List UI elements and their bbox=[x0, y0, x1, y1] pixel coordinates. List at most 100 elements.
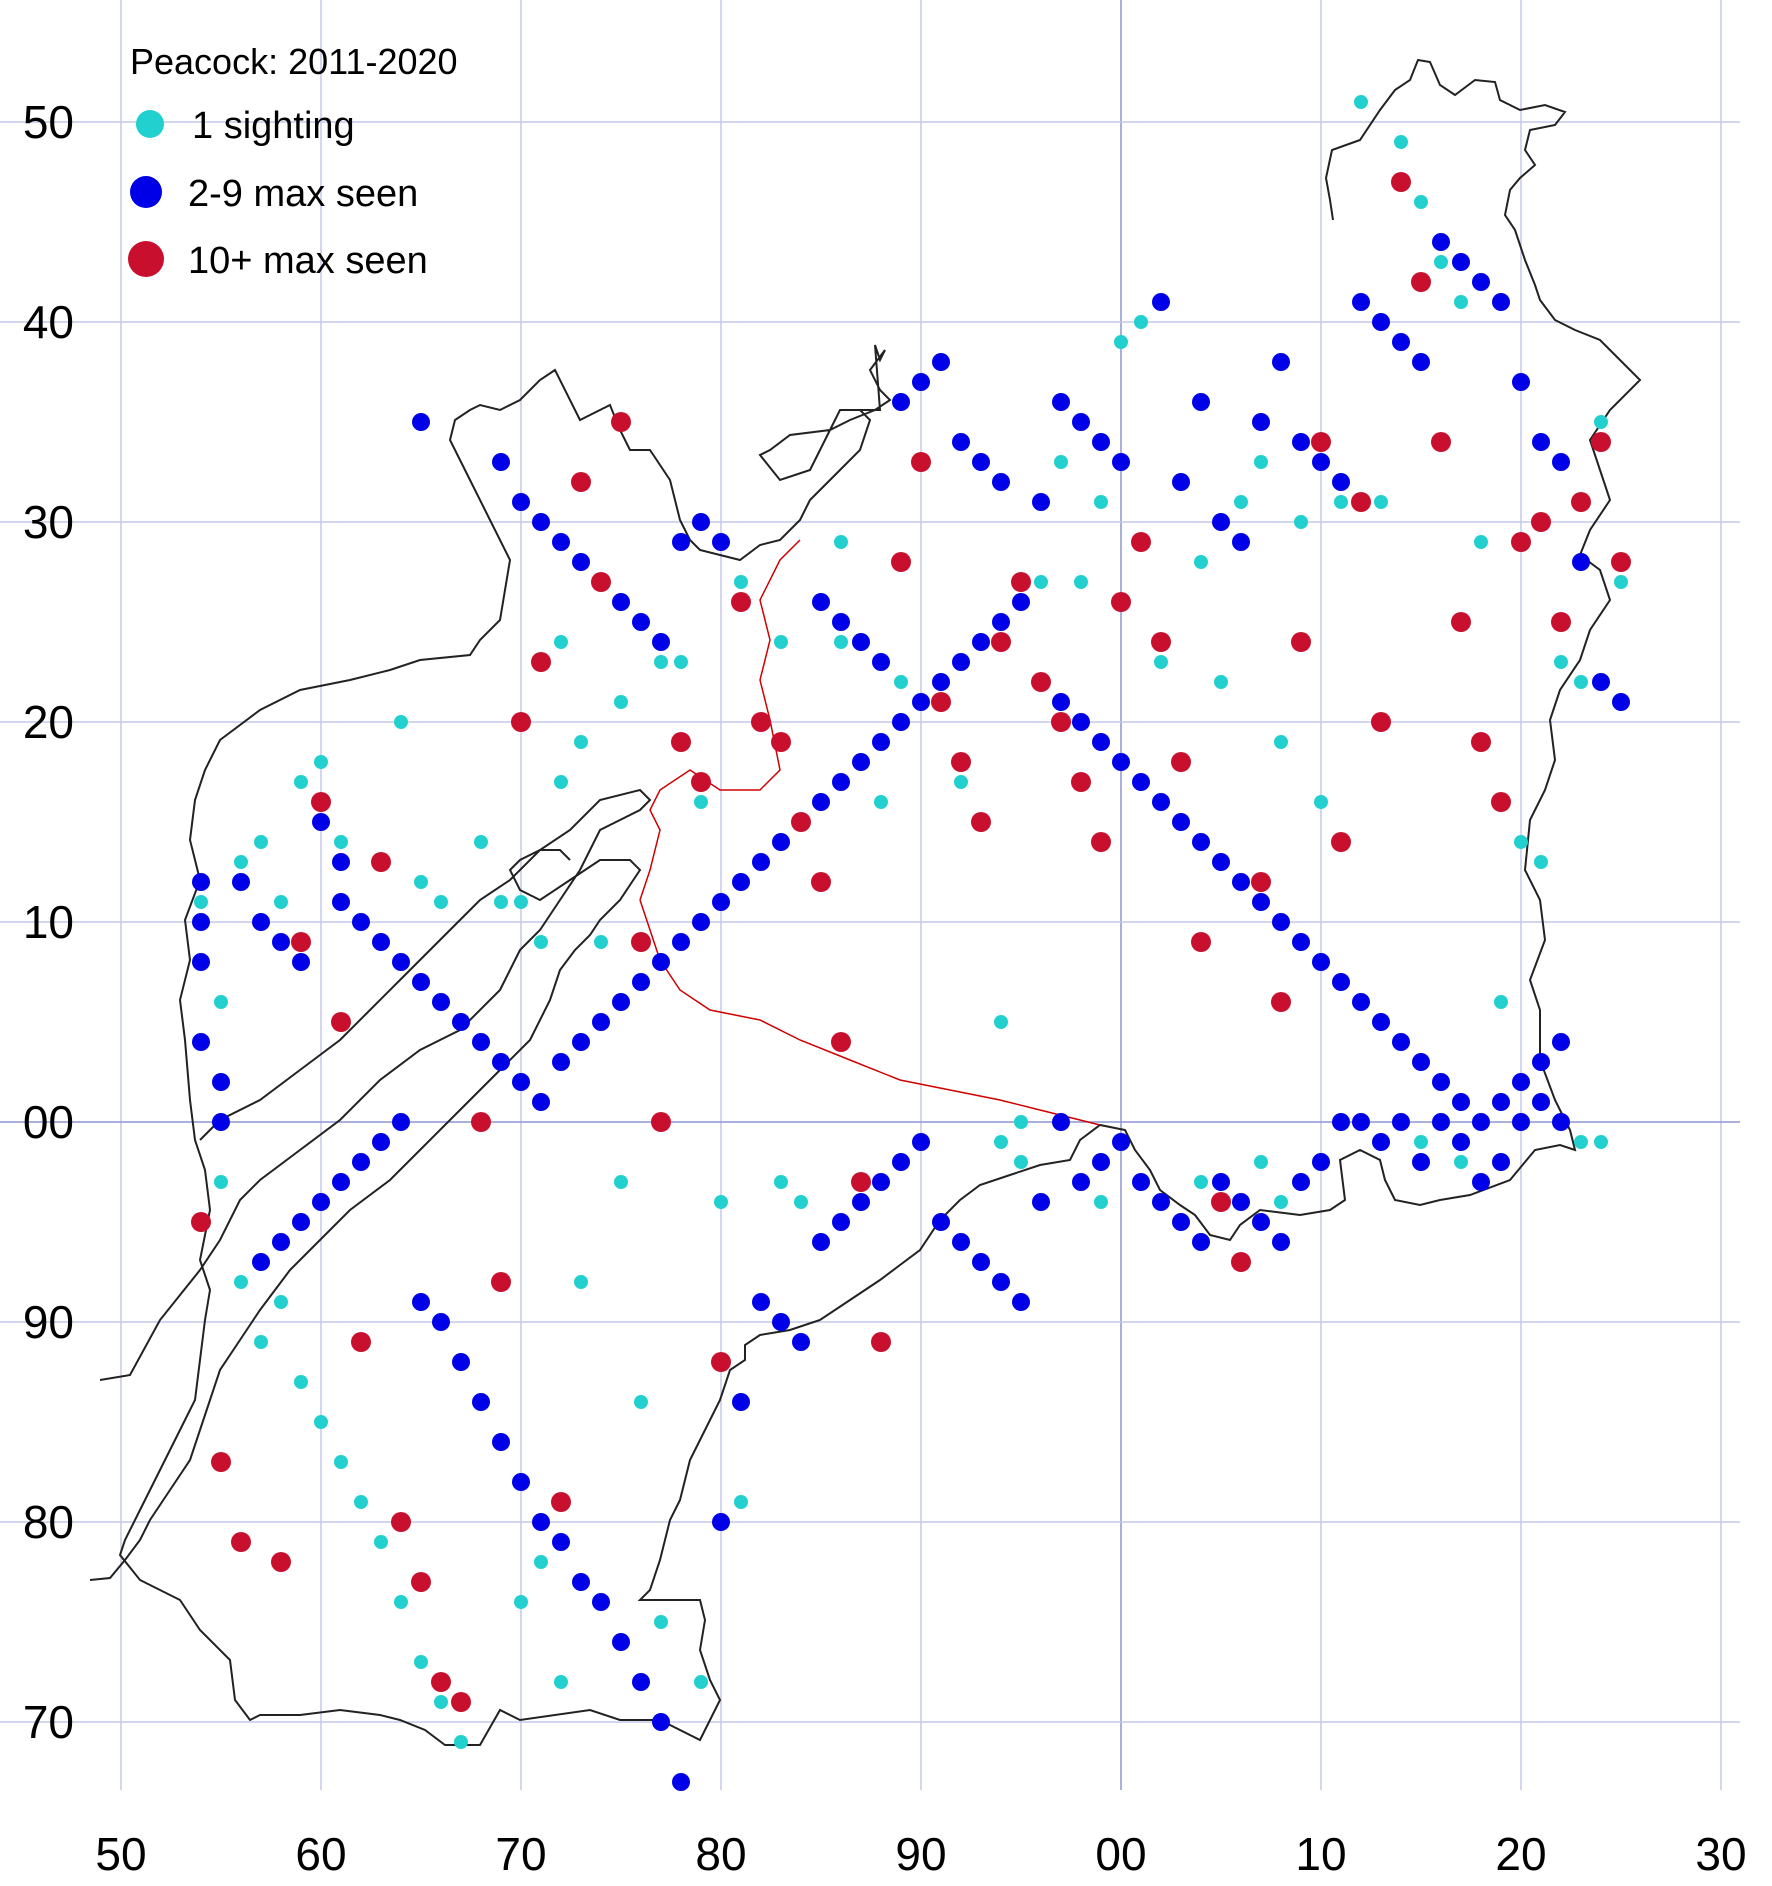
sighting-dot-one bbox=[1074, 575, 1088, 589]
sighting-dot-one bbox=[634, 1395, 648, 1409]
sighting-dot-few bbox=[1432, 1073, 1450, 1091]
sighting-dot-one bbox=[1214, 675, 1228, 689]
sighting-dot-one bbox=[1194, 555, 1208, 569]
river-severn bbox=[639, 539, 1101, 1126]
sighting-dot-one bbox=[1334, 495, 1348, 509]
y-tick-label: 50 bbox=[23, 96, 74, 148]
sighting-dot-few bbox=[1092, 1153, 1110, 1171]
sighting-dot-many bbox=[1031, 672, 1051, 692]
sighting-dot-few bbox=[1192, 393, 1210, 411]
sighting-dot-few bbox=[1172, 473, 1190, 491]
sighting-dot-few bbox=[912, 693, 930, 711]
sighting-dot-one bbox=[1234, 495, 1248, 509]
sighting-dot-one bbox=[1434, 255, 1448, 269]
sighting-dot-one bbox=[294, 1375, 308, 1389]
sighting-dot-many bbox=[531, 652, 551, 672]
sighting-dot-many bbox=[891, 552, 911, 572]
sighting-dot-few bbox=[1392, 333, 1410, 351]
sighting-dot-few bbox=[1232, 873, 1250, 891]
sighting-dot-one bbox=[1054, 455, 1068, 469]
sighting-dot-one bbox=[1194, 1175, 1208, 1189]
sighting-dot-few bbox=[1192, 833, 1210, 851]
sighting-dot-few bbox=[1052, 1113, 1070, 1131]
sighting-dot-many bbox=[671, 732, 691, 752]
sighting-dot-one bbox=[614, 1175, 628, 1189]
sighting-dot-few bbox=[1432, 1113, 1450, 1131]
sighting-dot-one bbox=[294, 775, 308, 789]
legend-label-few: 2-9 max seen bbox=[188, 173, 418, 215]
sighting-dot-one bbox=[1414, 1135, 1428, 1149]
sighting-dot-one bbox=[254, 1335, 268, 1349]
grid-lines bbox=[0, 0, 1740, 1790]
sighting-dot-few bbox=[1352, 1113, 1370, 1131]
sighting-dot-many bbox=[391, 1512, 411, 1532]
boundary-outline bbox=[118, 58, 1642, 1746]
sighting-dot-one bbox=[774, 1175, 788, 1189]
sighting-dot-one bbox=[994, 1015, 1008, 1029]
sighting-dot-few bbox=[812, 593, 830, 611]
sighting-dot-few bbox=[1392, 1033, 1410, 1051]
sighting-dot-few bbox=[332, 1173, 350, 1191]
sighting-dot-many bbox=[1011, 572, 1031, 592]
sighting-dot-few bbox=[712, 533, 730, 551]
sighting-dot-one bbox=[674, 655, 688, 669]
sighting-dot-few bbox=[452, 1353, 470, 1371]
estuary-shore-north bbox=[99, 788, 652, 1381]
axis-tick-labels: 50 60 70 80 90 00 10 20 30 50 40 30 20 10 00 90 80 70 bbox=[23, 96, 1747, 1880]
legend-title: Peacock: 2011-2020 bbox=[130, 41, 458, 82]
sighting-dot-many bbox=[591, 572, 611, 592]
sighting-dot-one bbox=[214, 1175, 228, 1189]
sighting-dot-few bbox=[1112, 453, 1130, 471]
sighting-dot-few bbox=[832, 773, 850, 791]
sighting-dot-few bbox=[632, 973, 650, 991]
sighting-dot-many bbox=[791, 812, 811, 832]
sighting-dot-few bbox=[1372, 1013, 1390, 1031]
sighting-dot-few bbox=[1252, 1213, 1270, 1231]
sighting-dot-few bbox=[1432, 233, 1450, 251]
sighting-dot-few bbox=[532, 1093, 550, 1111]
sighting-dot-few bbox=[1412, 1053, 1430, 1071]
sighting-dot-one bbox=[614, 695, 628, 709]
sighting-dot-few bbox=[372, 1133, 390, 1151]
sighting-dot-many bbox=[811, 872, 831, 892]
sighting-dot-few bbox=[1012, 593, 1030, 611]
x-tick-label: 60 bbox=[295, 1828, 346, 1880]
sighting-dot-few bbox=[312, 813, 330, 831]
sighting-dot-few bbox=[1492, 1153, 1510, 1171]
sighting-dot-few bbox=[832, 1213, 850, 1231]
sighting-dot-one bbox=[1094, 1195, 1108, 1209]
sighting-dot-one bbox=[1614, 575, 1628, 589]
sighting-dot-one bbox=[514, 1595, 528, 1609]
sighting-dot-one bbox=[1254, 1155, 1268, 1169]
sighting-dot-few bbox=[1512, 373, 1530, 391]
sighting-dot-one bbox=[1554, 655, 1568, 669]
sighting-dot-one bbox=[1454, 295, 1468, 309]
sighting-dot-many bbox=[1271, 992, 1291, 1012]
sighting-dot-many bbox=[191, 1212, 211, 1232]
sighting-dot-few bbox=[672, 1773, 690, 1791]
sighting-dot-one bbox=[514, 895, 528, 909]
sighting-dot-many bbox=[711, 1352, 731, 1372]
sighting-dot-few bbox=[832, 613, 850, 631]
sighting-dot-few bbox=[492, 453, 510, 471]
sighting-dot-one bbox=[1514, 835, 1528, 849]
sighting-dot-few bbox=[192, 873, 210, 891]
legend-label-many: 10+ max seen bbox=[188, 240, 428, 282]
sighting-dot-few bbox=[192, 953, 210, 971]
sighting-dot-many bbox=[1291, 632, 1311, 652]
sighting-dot-many bbox=[511, 712, 531, 732]
sighting-dot-few bbox=[1492, 1093, 1510, 1111]
sighting-dot-few bbox=[1152, 293, 1170, 311]
sighting-dot-few bbox=[1132, 1173, 1150, 1191]
sighting-dot-few bbox=[1072, 413, 1090, 431]
sighting-dot-many bbox=[311, 792, 331, 812]
sighting-dot-one bbox=[494, 895, 508, 909]
sighting-dot-one bbox=[714, 1195, 728, 1209]
sighting-dot-one bbox=[334, 835, 348, 849]
sighting-dot-many bbox=[1391, 172, 1411, 192]
sighting-dot-many bbox=[1251, 872, 1271, 892]
sighting-dot-few bbox=[612, 593, 630, 611]
y-tick-label: 40 bbox=[23, 296, 74, 348]
y-tick-label: 20 bbox=[23, 696, 74, 748]
sighting-dot-few bbox=[352, 913, 370, 931]
